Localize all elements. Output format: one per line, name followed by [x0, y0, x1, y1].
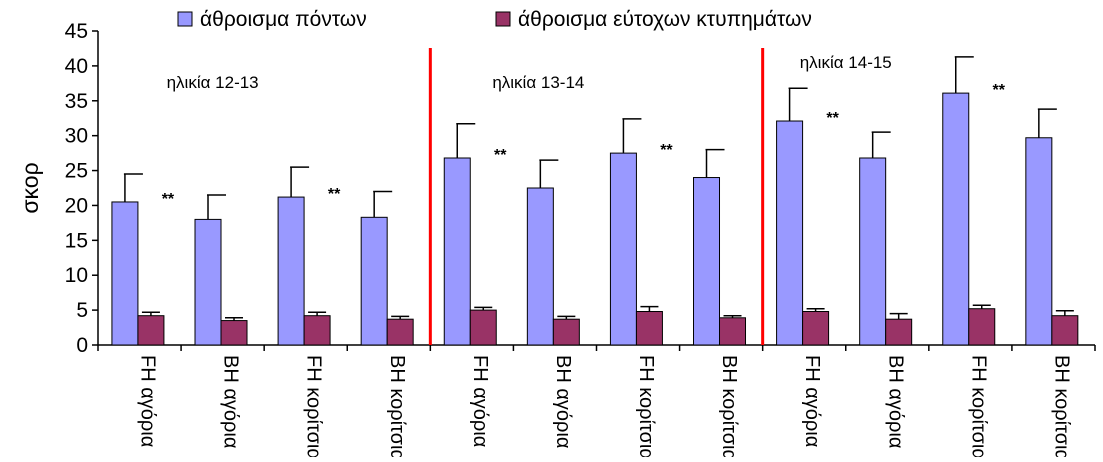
y-axis-label: σκορ	[17, 162, 43, 213]
y-tick-label: 40	[65, 55, 88, 78]
bar-hits	[885, 318, 913, 346]
bar-hits	[1051, 315, 1079, 346]
bar-hits	[137, 315, 165, 346]
bar-points	[111, 201, 139, 346]
x-category-label: BH αγόρια	[220, 355, 242, 448]
significance-marker: **	[660, 142, 673, 159]
x-category-label: FH αγόρια	[137, 355, 159, 447]
y-tick-label: 30	[65, 125, 88, 148]
y-tick-label: 45	[65, 20, 88, 43]
significance-marker: **	[328, 186, 341, 203]
bar-points	[526, 187, 554, 346]
x-category-label: BH κορίτσια	[718, 355, 740, 457]
significance-marker: **	[993, 82, 1006, 99]
y-tick-label: 15	[65, 229, 88, 252]
y-tick-label: 5	[76, 299, 88, 322]
x-category-label: FH αγόρια	[801, 355, 823, 447]
group-label: ηλικία 12-13	[167, 73, 259, 92]
bar-points	[360, 216, 388, 346]
y-tick-label: 10	[65, 264, 88, 287]
bar-hits	[220, 320, 248, 346]
bar-hits	[719, 317, 747, 346]
significance-marker: **	[826, 110, 839, 127]
bar-points	[693, 177, 721, 346]
bar-points	[277, 196, 305, 346]
y-tick-label: 25	[65, 160, 88, 183]
y-tick-label: 35	[65, 90, 88, 113]
group-label: ηλικία 13-14	[492, 73, 584, 92]
group-label: ηλικία 14-15	[800, 53, 892, 72]
bar-hits	[968, 308, 996, 346]
x-category-label: FH κορίτσια	[967, 355, 989, 457]
bar-points	[194, 218, 222, 346]
significance-marker: **	[162, 191, 175, 208]
bar-hits	[552, 318, 580, 346]
bar-hits	[386, 318, 414, 346]
legend-entry: άθροισμα πόντων	[200, 8, 367, 31]
bar-points	[859, 157, 887, 346]
x-category-label: BH αγόρια	[884, 355, 906, 448]
bar-hits	[635, 311, 663, 346]
bar-points	[1025, 137, 1053, 346]
x-category-label: BH κορίτσια	[1050, 355, 1072, 457]
significance-marker: **	[494, 147, 507, 164]
x-category-label: BH κορίτσια	[386, 355, 408, 457]
x-category-label: FH αγόρια	[469, 355, 491, 447]
legend-entry: άθροισμα εύτοχων κτυπημάτων	[518, 8, 812, 31]
bar-points	[776, 120, 804, 346]
x-category-label: FH κορίτσια	[635, 355, 657, 457]
bar-hits	[802, 311, 830, 346]
legend-swatch	[177, 11, 193, 27]
bar-hits	[303, 315, 331, 346]
bar-points	[942, 92, 970, 346]
x-category-label: BH αγόρια	[552, 355, 574, 448]
x-category-label: FH κορίτσια	[303, 355, 325, 457]
legend-swatch	[495, 11, 511, 27]
y-tick-label: 0	[76, 334, 88, 357]
bar-points	[609, 152, 637, 346]
bar-hits	[469, 309, 497, 346]
y-tick-label: 20	[65, 194, 88, 217]
bar-points	[443, 157, 471, 346]
